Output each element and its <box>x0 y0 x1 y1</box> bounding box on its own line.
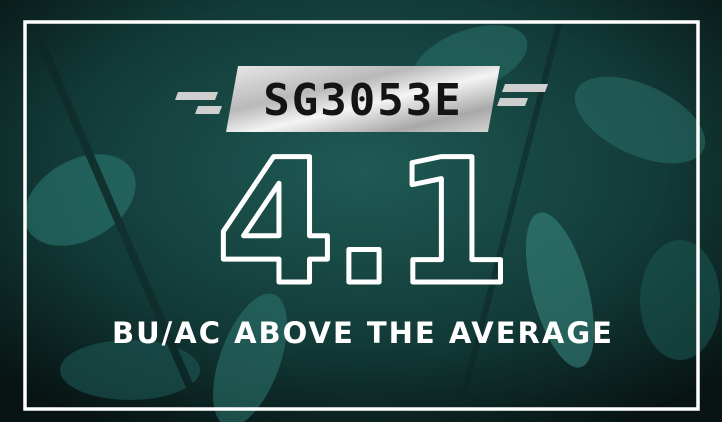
graphic: SG3053E 4.1 BU/AC ABOVE THE AVERAGE <box>0 0 722 422</box>
badge-text: SG3053E <box>263 75 462 126</box>
caption: BU/AC ABOVE THE AVERAGE <box>112 316 614 350</box>
figure: 4.1 <box>216 122 509 323</box>
page: SG3053E 4.1 BU/AC ABOVE THE AVERAGE (() … <box>0 0 722 422</box>
